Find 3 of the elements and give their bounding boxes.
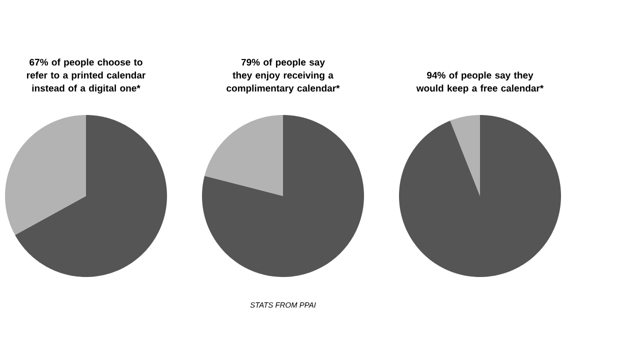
chart-title: 79% of people say they enjoy receiving a complimentary calendar* [226, 58, 340, 94]
chart-title: 94% of people say they would keep a free calendar* [416, 72, 544, 94]
chart-title: 67% of people choose to refer to a printed calendar instead of a digital one* [26, 58, 146, 94]
